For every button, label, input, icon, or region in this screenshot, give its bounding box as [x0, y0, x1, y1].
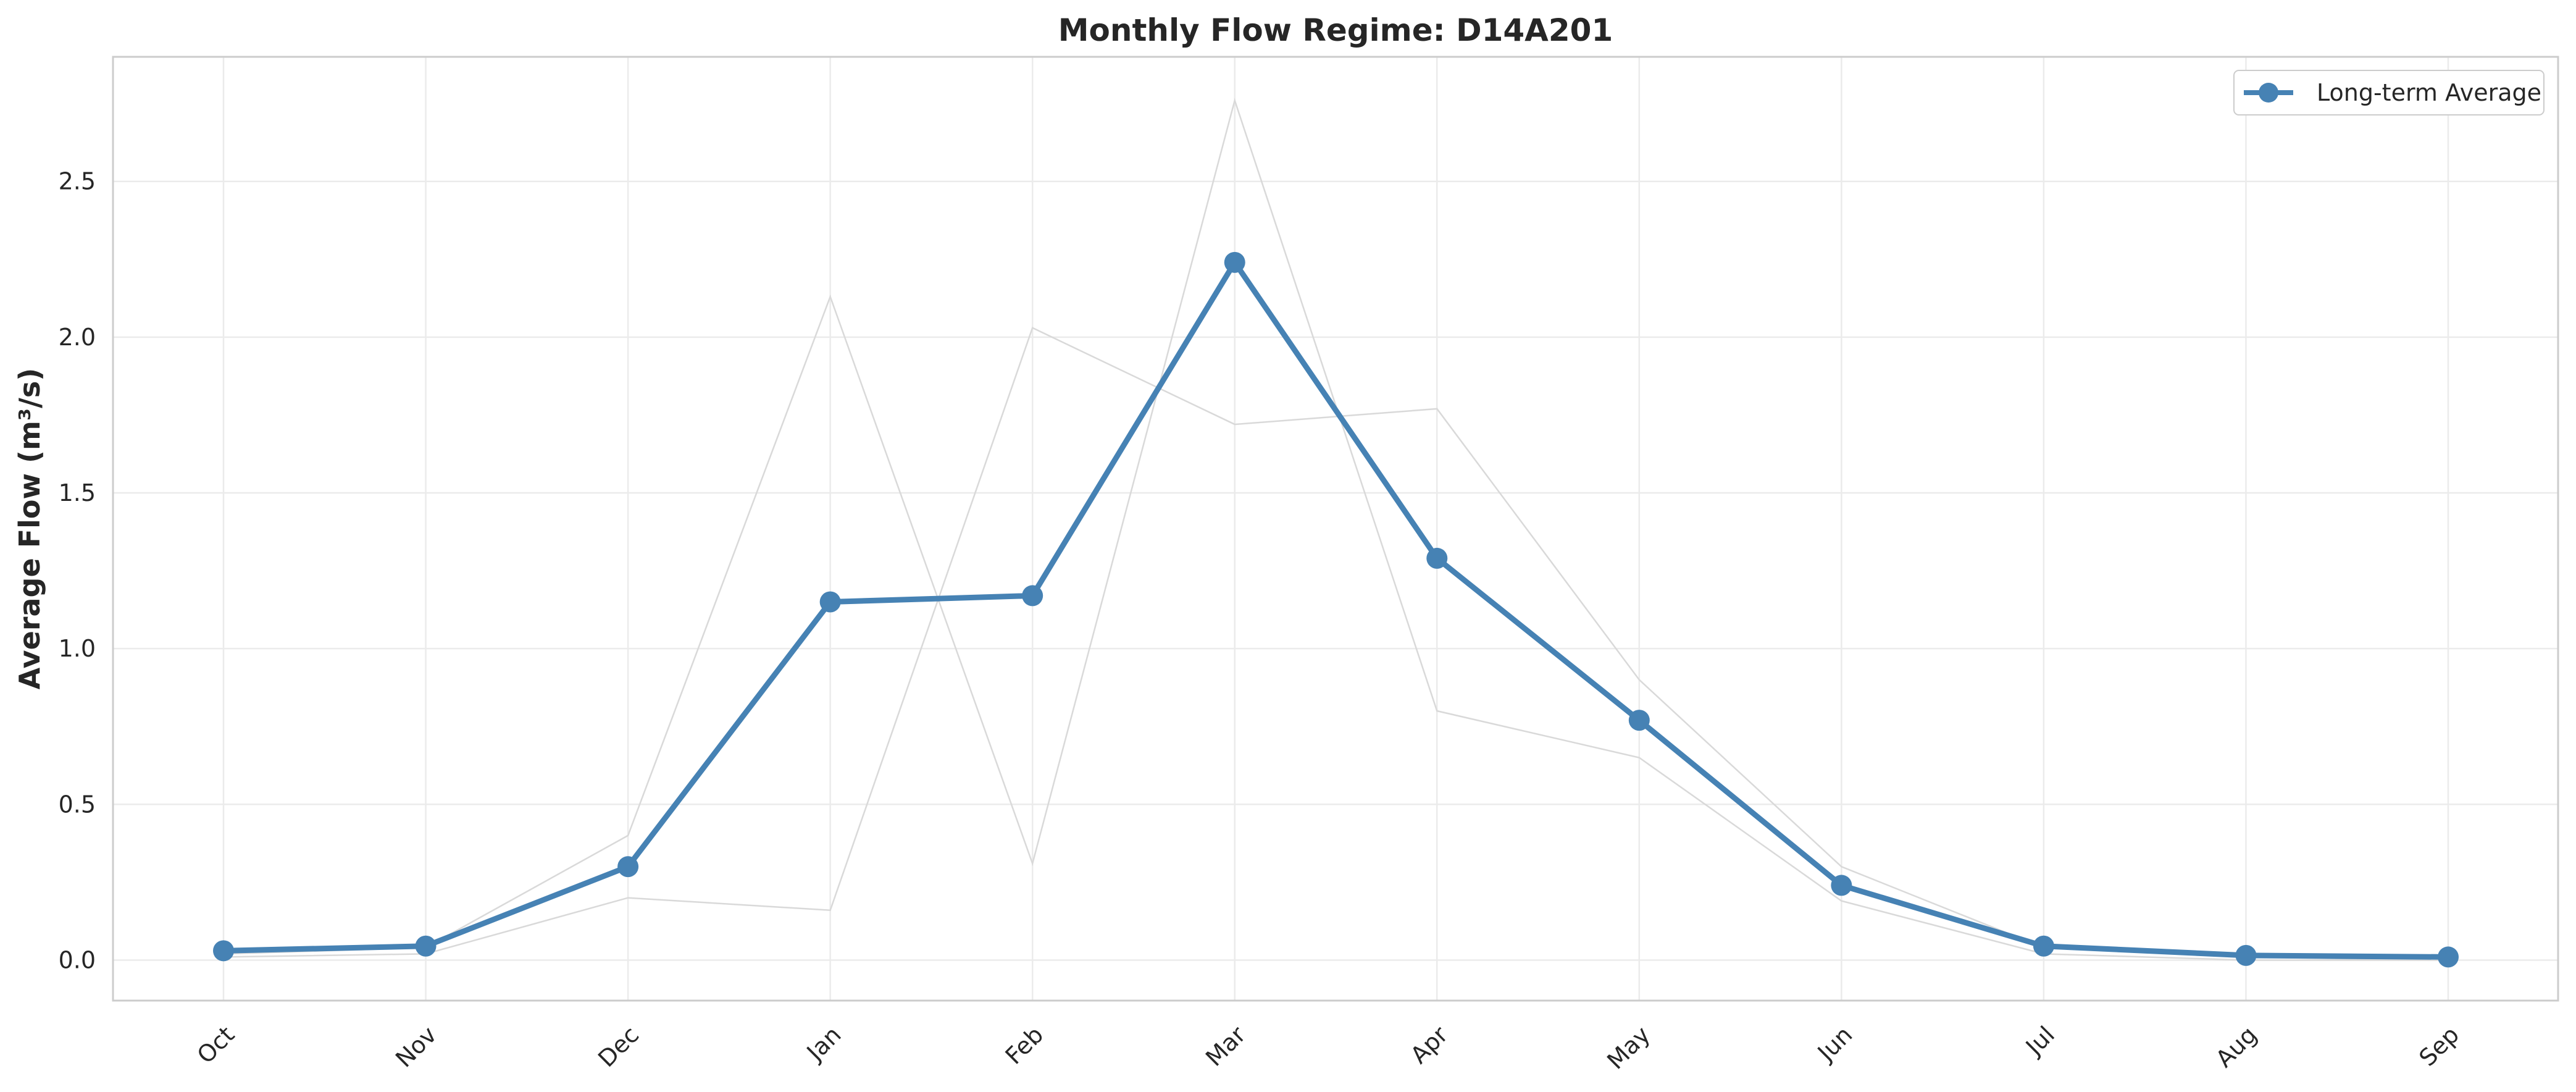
- data-point: [2235, 944, 2257, 966]
- data-point: [819, 591, 841, 613]
- data-point: [1022, 585, 1043, 607]
- legend-marker-sample: [2259, 83, 2278, 103]
- data-point: [2033, 935, 2054, 957]
- data-point: [2438, 946, 2459, 968]
- plot-frame: [112, 56, 2559, 1002]
- y-axis-label: Average Flow (m³/s): [13, 368, 46, 690]
- y-tick-label: 2.5: [59, 168, 96, 195]
- legend-label: Long-term Average: [2317, 79, 2541, 106]
- legend: Long-term Average: [2233, 70, 2545, 116]
- data-point: [213, 940, 234, 962]
- y-tick-label: 1.0: [59, 635, 96, 662]
- data-point: [617, 856, 639, 878]
- data-point: [1628, 710, 1650, 731]
- y-tick-label: 1.5: [59, 479, 96, 506]
- data-point: [1426, 547, 1448, 569]
- grid-layer: [113, 57, 2558, 1001]
- series-layer: [213, 251, 2459, 968]
- legend-box: [2233, 70, 2545, 116]
- data-point: [415, 935, 437, 957]
- y-tick-label: 0.0: [59, 946, 96, 973]
- y-tick-label: 2.0: [59, 324, 96, 351]
- chart-title: Monthly Flow Regime: D14A201: [1058, 12, 1613, 48]
- y-tick-label: 0.5: [59, 791, 96, 818]
- data-point: [1831, 875, 1852, 896]
- series-line: [220, 259, 2451, 960]
- data-point: [1224, 251, 1245, 273]
- y-tick-labels: 0.0 0.5 1.0 1.5 2.0 2.5: [59, 168, 96, 974]
